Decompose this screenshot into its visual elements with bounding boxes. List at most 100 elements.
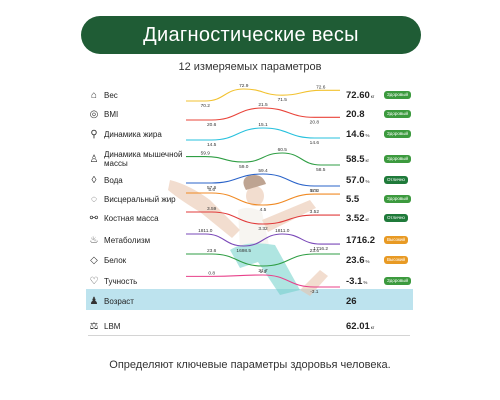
parameter-label: Метаболизм	[104, 235, 151, 245]
trend-point-label: 59.4	[258, 168, 268, 174]
trend-point-label: 1811.0	[275, 228, 290, 234]
parameter-row: ⚯ Костная масса 3.52кг Отлично	[88, 208, 410, 228]
trend-point-label: 5.6	[208, 187, 215, 193]
status-badge: Здоровый	[384, 277, 411, 285]
parameter-value: -3.1%	[346, 276, 367, 287]
subtitle: 12 измеряемых параметров	[178, 61, 322, 73]
parameter-value-number: 14.6	[346, 128, 365, 140]
trend-curve	[185, 88, 340, 102]
trend-point-label: 3.32	[258, 226, 268, 232]
parameter-value: 72.60кг	[346, 90, 374, 101]
parameter-unit: %	[365, 178, 370, 184]
parameter-label: Вес	[104, 90, 118, 100]
parameter-row: ◌ Висцеральный жир 5.5 Здоровый	[88, 189, 411, 209]
lbm-divider	[88, 335, 410, 336]
parameter-label: Возраст	[104, 296, 134, 306]
trend-curve	[186, 107, 340, 121]
parameter-value-number: 5.5	[346, 193, 360, 205]
parameter-row: ⚖ LBM 62.01кг	[88, 316, 410, 336]
parameter-value: 26	[346, 296, 357, 307]
parameter-value: 1716.2	[346, 235, 375, 246]
age-icon: ♟	[89, 295, 99, 307]
parameter-value-number: -3.1	[346, 275, 363, 287]
bone-icon: ⚯	[89, 212, 99, 224]
parameter-value-number: 62.01	[346, 320, 370, 332]
status-badge: Здоровый	[384, 91, 411, 99]
parameter-label: LBM	[104, 321, 121, 331]
trend-curve	[186, 192, 340, 206]
trend-point-label: 59.9	[201, 151, 211, 157]
yoga-figure-illustration	[168, 175, 328, 296]
fat-icon: ⚲	[90, 128, 98, 140]
parameter-row: ♟ Возраст 26	[88, 291, 410, 311]
parameter-row: ⌂ Вес 72.60кг Здоровый	[88, 85, 411, 105]
trend-point-label: 20.6	[207, 122, 217, 128]
visceral-fat-icon: ◌	[91, 193, 97, 205]
trend-point-label: 21.5	[258, 102, 268, 108]
trend-point-label: 1698.5	[236, 248, 251, 254]
trend-point-label: 57.6	[207, 185, 217, 191]
trend-point-label: 1716.2	[313, 246, 328, 252]
parameter-value-number: 3.52	[346, 212, 365, 224]
page-title: Диагностические весы	[143, 23, 359, 46]
parameter-unit: кг	[365, 157, 370, 163]
trend-point-label: 58.5	[316, 167, 326, 173]
parameter-value-number: 23.6	[346, 254, 365, 266]
trend-point-label: 23.6	[310, 248, 320, 254]
weight-scale-icon: ⌂	[90, 89, 98, 101]
metabolism-icon: ♨	[89, 234, 99, 246]
parameter-value: 62.01кг	[346, 321, 374, 332]
title-banner: Диагностические весы	[81, 16, 421, 54]
trend-point-label: 23.6	[207, 248, 217, 254]
parameter-label: Тучность	[104, 276, 138, 286]
trend-point-label: 15.1	[258, 122, 268, 128]
trend-point-label: 3.59	[207, 206, 217, 212]
trend-point-label: 20.8	[310, 119, 320, 125]
parameter-row: ♡ Тучность -3.1% Здоровый	[88, 271, 411, 291]
trend-point-label: 14.5	[207, 142, 217, 148]
status-badge: Здоровый	[384, 155, 411, 163]
status-badge: Здоровый	[384, 110, 411, 118]
trend-point-label: 5.5	[311, 188, 318, 194]
parameter-label: BMI	[104, 109, 119, 119]
parameter-unit: %	[365, 258, 370, 264]
status-badge: Высокий	[384, 256, 409, 264]
status-badge: Здоровый	[384, 130, 411, 138]
trend-point-label: 3.52	[310, 209, 320, 215]
trend-curve	[186, 173, 340, 187]
trend-point-label: 0.8	[208, 270, 215, 276]
parameter-value: 58.5кг	[346, 154, 369, 165]
parameter-value: 23.6%	[346, 255, 370, 266]
parameter-value-number: 72.60	[346, 89, 370, 101]
parameter-value: 3.52кг	[346, 213, 369, 224]
trend-point-label: 21.7	[258, 268, 268, 274]
trend-point-label: 59.0	[239, 164, 249, 170]
status-badge: Высокий	[384, 236, 409, 244]
parameter-row: ◎ BMI 20.8 Здоровый	[88, 104, 411, 124]
parameter-value: 5.5	[346, 194, 359, 205]
parameter-value: 57.0%	[346, 175, 370, 186]
trend-point-label: 57.0	[310, 188, 320, 194]
footer-caption: Определяют ключевые параметры здоровья ч…	[109, 359, 391, 371]
trend-point-label: 1.3	[260, 269, 267, 275]
parameter-unit: %	[363, 279, 368, 285]
parameter-value-number: 57.0	[346, 174, 365, 186]
parameter-value: 20.8	[346, 109, 365, 120]
trend-point-label: -3.1	[310, 289, 319, 295]
parameter-value-number: 20.8	[346, 108, 365, 120]
trend-curve	[186, 152, 340, 166]
parameter-value-number: 26	[346, 295, 357, 307]
protein-icon: ◇	[90, 254, 98, 266]
status-badge: Здоровый	[384, 195, 411, 203]
parameter-unit: кг	[370, 93, 375, 99]
water-drop-icon: ◊	[91, 174, 97, 186]
trend-point-label: 60.5	[278, 147, 288, 153]
parameter-row: ♙ Динамика мышечной массы 58.5кг Здоровый	[88, 149, 411, 169]
parameter-label: Костная масса	[104, 213, 159, 223]
parameter-value: 14.6%	[346, 129, 370, 140]
parameter-unit: кг	[365, 216, 370, 222]
trend-curve	[186, 211, 341, 225]
trend-point-label: 71.5	[278, 97, 288, 103]
trend-curve	[186, 253, 340, 267]
